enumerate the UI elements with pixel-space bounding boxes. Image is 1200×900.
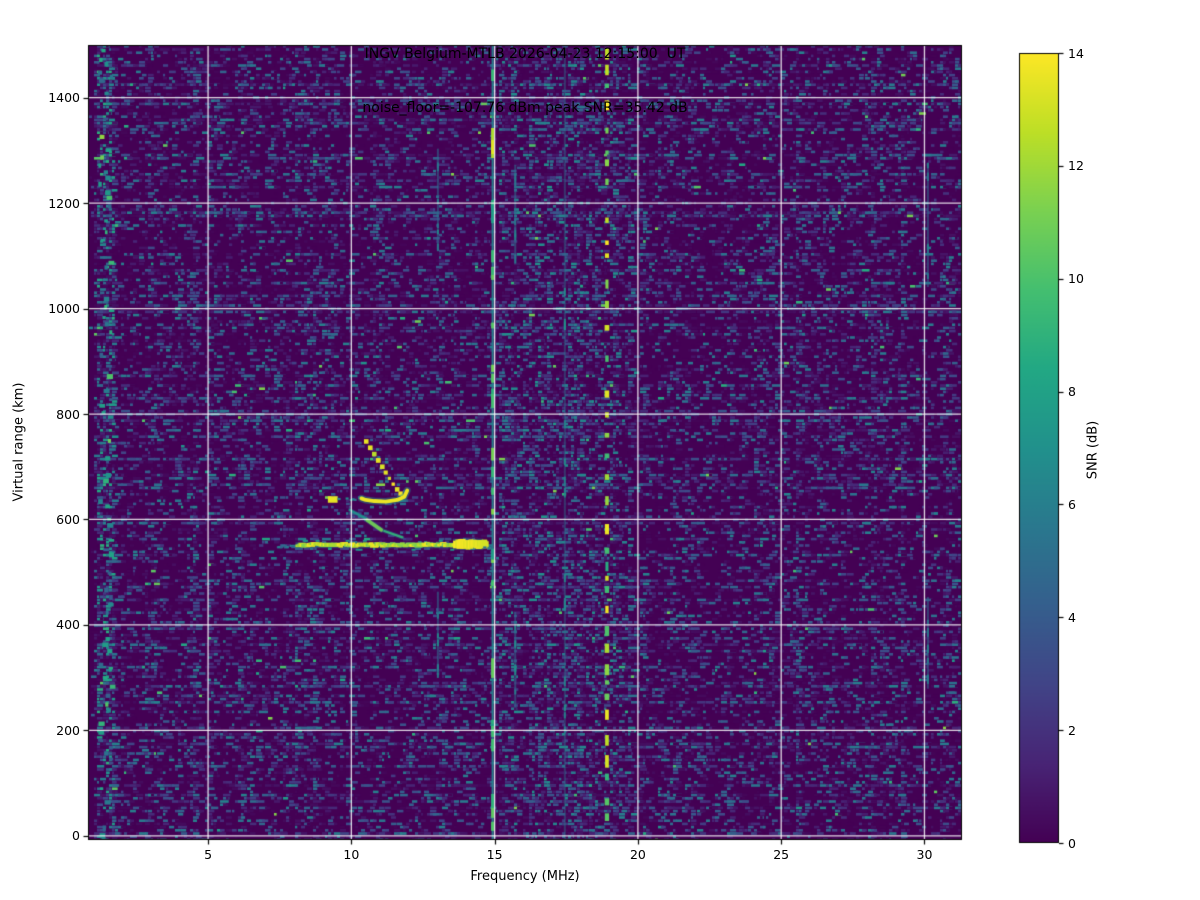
- colorbar-tick-label: 10: [1068, 271, 1084, 287]
- colorbar-tick-label: 6: [1068, 496, 1076, 512]
- chart-title: INGV Belgium-MTLB 2026-04-23 12:15:00 UT…: [362, 9, 687, 153]
- y-tick-label: 0: [72, 828, 80, 844]
- chart-title-line1: INGV Belgium-MTLB 2026-04-23 12:15:00 UT: [364, 46, 686, 62]
- colorbar-tick-label: 8: [1068, 384, 1076, 400]
- colorbar-tick-label: 2: [1068, 722, 1076, 738]
- y-tick-label: 1400: [48, 90, 80, 106]
- colorbar-tick-label: 14: [1068, 45, 1084, 61]
- y-tick-label: 400: [56, 617, 80, 633]
- y-tick-label: 800: [56, 406, 80, 422]
- chart-title-line2: noise_floor=-107.76 dBm peak SNR=35.42 d…: [362, 100, 688, 116]
- colorbar-tick-label: 12: [1068, 158, 1084, 174]
- y-tick-label: 200: [56, 722, 80, 738]
- y-tick-label: 1000: [48, 301, 80, 317]
- colorbar-label: SNR (dB): [1085, 420, 1101, 480]
- colorbar-tick-label: 0: [1068, 835, 1076, 851]
- x-tick-label: 30: [916, 847, 933, 862]
- x-tick-label: 20: [629, 847, 646, 862]
- y-axis-label: Virtual range (km): [11, 382, 27, 502]
- x-tick-label: 25: [773, 847, 790, 862]
- y-tick-label: 600: [56, 511, 80, 527]
- colorbar-tick-label: 4: [1068, 609, 1076, 625]
- x-tick-label: 5: [204, 847, 213, 862]
- x-axis-label: Frequency (MHz): [470, 869, 580, 884]
- y-tick-label: 1200: [48, 195, 80, 211]
- x-tick-label: 15: [486, 847, 503, 862]
- x-tick-label: 10: [343, 847, 360, 862]
